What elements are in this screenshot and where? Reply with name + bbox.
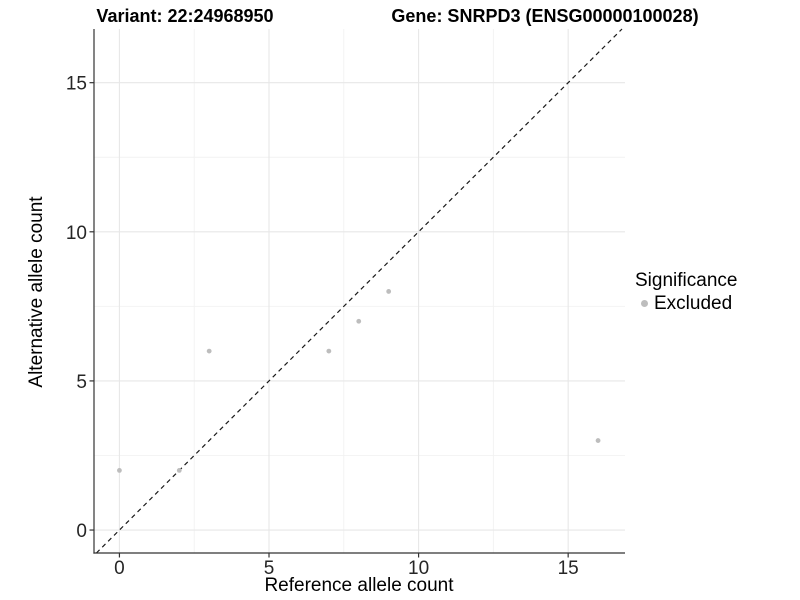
x-tick-label: 5 <box>264 558 275 579</box>
legend-entry-label: Excluded <box>654 293 733 314</box>
plot-title-gene: Gene: SNRPD3 (ENSG00000100028) <box>391 6 699 26</box>
identity-reference-line <box>95 28 623 554</box>
excluded-point-icon <box>641 300 648 307</box>
data-point <box>206 348 212 354</box>
legend-title: Significance <box>635 270 738 291</box>
y-tick-label: 5 <box>76 372 87 393</box>
data-point <box>356 318 362 324</box>
y-tick-label: 0 <box>76 521 87 542</box>
data-point <box>117 467 122 473</box>
plot-title-variant: Variant: 22:24968950 <box>96 6 274 26</box>
data-point <box>386 289 392 294</box>
legend-entry-excluded: Excluded <box>635 293 737 314</box>
data-point <box>326 348 332 354</box>
x-tick-label: 10 <box>408 558 429 579</box>
y-axis-label: Alternative allele count <box>26 196 47 388</box>
x-axis-label: Reference allele count <box>264 575 454 596</box>
x-tick-label: 15 <box>558 558 579 579</box>
legend: Significance Excluded <box>635 270 737 314</box>
x-tick-label: 0 <box>114 558 125 579</box>
data-point <box>176 467 182 473</box>
y-tick-label: 15 <box>66 74 87 95</box>
data-point <box>595 438 601 443</box>
y-tick-label: 10 <box>66 223 87 244</box>
